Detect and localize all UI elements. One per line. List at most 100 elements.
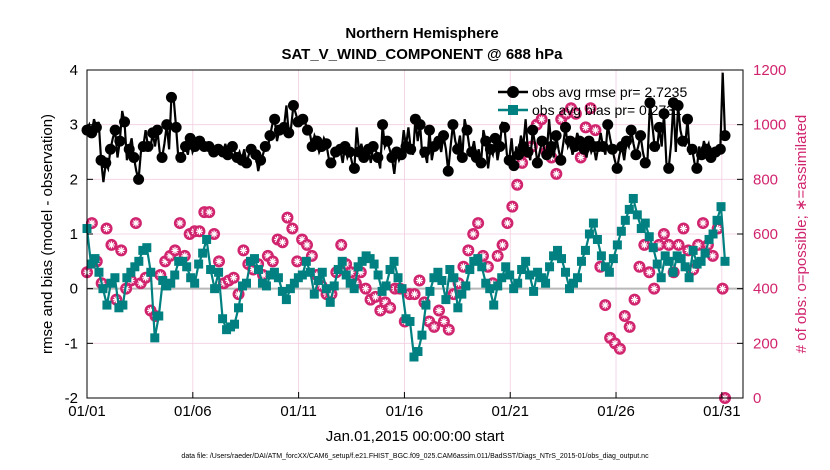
obs-assimilated-point (376, 307, 384, 315)
bias-point (182, 262, 192, 272)
y-tick-label-left: -1 (65, 335, 78, 352)
rmse-point (578, 143, 590, 155)
bias-point (317, 267, 327, 277)
obs-assimilated-point (503, 219, 511, 227)
bias-point (465, 265, 475, 275)
bias-point (437, 275, 447, 285)
bias-point (369, 259, 379, 269)
bias-point (708, 229, 718, 239)
bias-point (576, 256, 586, 266)
obs-assimilated-point (479, 252, 487, 260)
bias-point (680, 262, 690, 272)
rmse-point (119, 116, 131, 128)
obs-assimilated-point (567, 104, 575, 112)
rmse-point (639, 157, 651, 169)
bias-point (572, 273, 582, 283)
rmse-point (630, 149, 642, 161)
y-tick-label-left: 3 (70, 117, 78, 134)
rmse-point (672, 100, 684, 112)
obs-assimilated-point (562, 110, 570, 118)
obs-assimilated-point (166, 252, 174, 260)
obs-assimilated-point (147, 307, 155, 315)
x-tick-label: 01/26 (597, 403, 635, 420)
obs-assimilated-point (650, 285, 658, 293)
rmse-point (419, 146, 431, 158)
bias-point (620, 215, 630, 225)
bias-point (461, 281, 471, 291)
obs-assimilated-point (137, 279, 145, 287)
rmse-point (241, 157, 253, 169)
bias-point (664, 256, 674, 266)
rmse-point (513, 149, 525, 161)
rmse-point (255, 154, 267, 166)
rmse-point (264, 130, 276, 142)
obs-assimilated-point (288, 225, 296, 233)
obs-assimilated-point (264, 252, 272, 260)
bias-point (716, 202, 726, 212)
obs-assimilated-point (88, 219, 96, 227)
bias-point (122, 273, 132, 283)
rmse-point (447, 119, 459, 131)
bias-point (154, 311, 164, 321)
obs-assimilated-point (440, 317, 448, 325)
rmse-point (494, 141, 506, 153)
obs-assimilated-point (430, 323, 438, 331)
obs-assimilated-point (235, 290, 243, 298)
obs-assimilated-point (714, 225, 722, 233)
bias-point (202, 234, 212, 244)
bias-point (652, 259, 662, 269)
obs-assimilated-point (606, 334, 614, 342)
rmse-point (602, 119, 614, 131)
obs-assimilated-point (474, 219, 482, 227)
rmse-point (555, 154, 567, 166)
rmse-point (649, 141, 661, 153)
rmse-point (663, 162, 675, 174)
bias-point (489, 300, 499, 310)
obs-assimilated-point (631, 296, 639, 304)
bias-point (142, 243, 152, 253)
obs-assimilated-point (455, 279, 463, 287)
obs-assimilated-point (645, 268, 653, 276)
obs-assimilated-point (557, 115, 565, 123)
bias-point (449, 273, 459, 283)
bias-point (648, 243, 658, 253)
rmse-point (348, 162, 360, 174)
obs-assimilated-point (161, 257, 169, 265)
bias-point (457, 289, 467, 299)
obs-assimilated-point (181, 252, 189, 260)
rmse-point (508, 160, 520, 172)
obs-assimilated-point (679, 225, 687, 233)
rmse-point (405, 143, 417, 155)
rmse-point (597, 141, 609, 153)
rmse-point (114, 135, 126, 147)
rmse-point (442, 165, 454, 177)
y-tick-label-left: -2 (65, 390, 78, 407)
rmse-point (452, 143, 464, 155)
obs-assimilated-point (626, 323, 634, 331)
rmse-point (480, 135, 492, 147)
rmse-point (226, 141, 238, 153)
bias-point (513, 278, 523, 288)
bias-point (608, 254, 618, 264)
obs-assimilated-point (494, 252, 502, 260)
rmse-point (423, 124, 435, 136)
bias-point (178, 256, 188, 266)
bias-point (541, 278, 551, 288)
legend-rmse-marker (507, 86, 519, 98)
rmse-point (620, 135, 632, 147)
series-rmse (81, 72, 731, 185)
legend-bias-marker (508, 105, 518, 115)
bias-point (261, 281, 271, 291)
obs-assimilated-point (357, 268, 365, 276)
bias-point (106, 278, 116, 288)
bias-point (644, 232, 654, 242)
rmse-point (611, 162, 623, 174)
rmse-point (461, 124, 473, 136)
rmse-point (456, 151, 468, 163)
bias-point (545, 262, 555, 272)
bias-point (505, 270, 515, 280)
bias-point (249, 254, 259, 264)
rmse-point (625, 124, 637, 136)
bias-point (600, 262, 610, 272)
bias-point (218, 314, 228, 324)
